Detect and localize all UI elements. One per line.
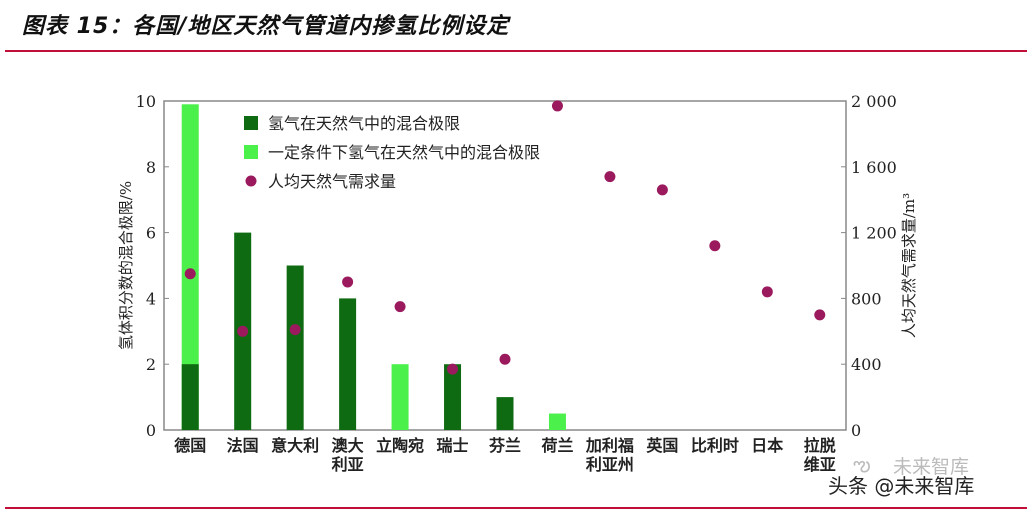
scatter-point xyxy=(342,276,354,288)
scatter-point xyxy=(289,324,301,336)
scatter-point xyxy=(604,171,616,183)
scatter-point xyxy=(447,363,459,375)
page-title: 图表 15：各国/地区天然气管道内掺氢比例设定 xyxy=(22,14,510,39)
y2-axis-label: 人均天然气需求量/m³ xyxy=(900,193,918,338)
legend-swatch-gas-demand xyxy=(245,175,257,187)
title-divider xyxy=(5,50,1027,52)
x-tick-label: 英国 xyxy=(645,436,678,455)
x-tick-label: 加利福 xyxy=(585,436,634,455)
x-tick-label: 利亚 xyxy=(332,455,364,474)
x-tick-label: 芬兰 xyxy=(488,436,521,455)
x-tick-label: 法国 xyxy=(227,436,259,455)
bar-hydrogen-limit xyxy=(444,364,462,430)
legend-label: 一定条件下氢气在天然气中的混合极限 xyxy=(268,143,540,162)
x-tick-label: 意大利 xyxy=(271,436,319,455)
x-tick-label: 瑞士 xyxy=(437,436,469,455)
y-tick-label: 10 xyxy=(136,92,156,111)
bar-conditional-limit xyxy=(391,364,409,430)
x-tick-label: 荷兰 xyxy=(541,436,573,455)
y-tick-label: 2 xyxy=(146,355,156,374)
y2-tick-label: 1 200 xyxy=(851,224,897,243)
y-tick-label: 4 xyxy=(146,289,156,308)
scatter-point xyxy=(499,353,511,365)
bar-conditional-limit xyxy=(181,104,199,430)
scatter-point xyxy=(709,240,721,252)
y-tick-label: 0 xyxy=(146,421,156,440)
scatter-point xyxy=(184,268,196,280)
bottom-divider xyxy=(5,507,1027,509)
bar-hydrogen-limit xyxy=(496,397,514,430)
y2-tick-label: 800 xyxy=(851,289,882,308)
legend-label: 人均天然气需求量 xyxy=(268,172,396,191)
y2-tick-label: 2 000 xyxy=(851,92,897,111)
x-tick-label: 拉脱 xyxy=(804,436,836,455)
y2-tick-label: 0 xyxy=(851,421,861,440)
bar-conditional-limit xyxy=(548,413,566,430)
scatter-point xyxy=(551,100,563,112)
y2-tick-label: 400 xyxy=(851,355,882,374)
y-axis-label: 氢体积分数的混合极限/% xyxy=(117,181,135,350)
scatter-point xyxy=(761,286,773,298)
watermark-text: 未来智库 xyxy=(893,456,970,478)
x-tick-label: 比利时 xyxy=(691,436,739,455)
y-tick-label: 8 xyxy=(146,158,156,177)
scatter-point xyxy=(237,325,249,337)
legend-swatch-hydrogen-limit xyxy=(244,116,258,130)
x-tick-label: 德国 xyxy=(174,436,206,455)
x-tick-label: 澳大 xyxy=(332,436,364,455)
legend-label: 氢气在天然气中的混合极限 xyxy=(268,114,460,133)
bar-hydrogen-limit xyxy=(181,364,199,430)
x-tick-label: 利亚州 xyxy=(586,455,634,474)
x-tick-label: 维亚 xyxy=(804,455,836,474)
scatter-point xyxy=(814,309,826,321)
wechat-icon: ఌ xyxy=(853,452,871,476)
scatter-point xyxy=(394,301,406,313)
legend-swatch-conditional-limit xyxy=(244,145,258,159)
y-tick-label: 6 xyxy=(146,224,156,243)
y2-tick-label: 1 600 xyxy=(851,158,897,177)
x-tick-label: 立陶宛 xyxy=(376,436,424,455)
watermark-source: 头条 @未来智库 xyxy=(828,474,975,498)
x-tick-label: 日本 xyxy=(751,436,783,455)
bar-hydrogen-limit xyxy=(286,265,304,430)
bar-hydrogen-limit xyxy=(339,298,357,430)
scatter-point xyxy=(656,184,668,196)
